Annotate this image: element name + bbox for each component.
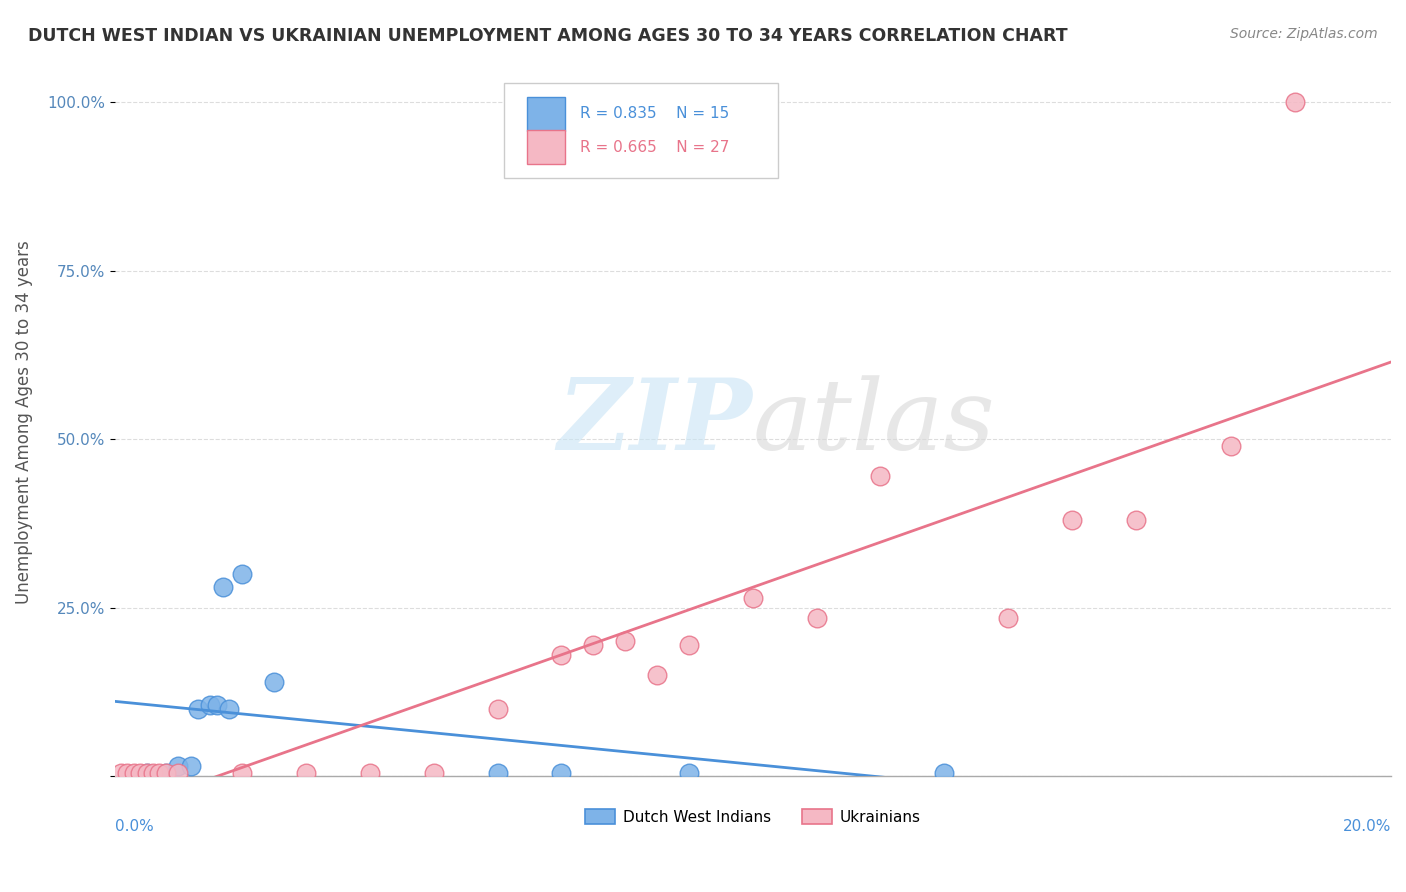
Point xyxy=(550,765,572,780)
Point xyxy=(422,765,444,780)
Point xyxy=(187,702,209,716)
Point xyxy=(167,765,190,780)
Point xyxy=(359,765,381,780)
FancyBboxPatch shape xyxy=(503,83,779,178)
Point xyxy=(205,698,228,713)
Point xyxy=(1284,95,1306,110)
Point xyxy=(1220,439,1243,453)
Point xyxy=(135,765,157,780)
Point xyxy=(218,702,240,716)
Point xyxy=(129,765,152,780)
Point xyxy=(997,611,1019,625)
Point xyxy=(155,765,177,780)
Point xyxy=(142,765,165,780)
Point xyxy=(122,765,145,780)
Point xyxy=(231,566,253,581)
Point xyxy=(869,469,891,483)
Point xyxy=(486,702,509,716)
Point xyxy=(582,638,605,652)
Point xyxy=(741,591,763,605)
Point xyxy=(155,765,177,780)
Point xyxy=(550,648,572,662)
Point xyxy=(212,581,235,595)
Point xyxy=(117,765,139,780)
Text: R = 0.835    N = 15: R = 0.835 N = 15 xyxy=(581,106,730,121)
Legend: Dutch West Indians, Ukrainians: Dutch West Indians, Ukrainians xyxy=(576,801,928,832)
Point xyxy=(645,668,668,682)
FancyBboxPatch shape xyxy=(527,97,565,131)
Y-axis label: Unemployment Among Ages 30 to 34 years: Unemployment Among Ages 30 to 34 years xyxy=(15,241,32,604)
Point xyxy=(486,765,509,780)
Point xyxy=(110,765,132,780)
Point xyxy=(295,765,318,780)
Point xyxy=(200,698,222,713)
Text: R = 0.665    N = 27: R = 0.665 N = 27 xyxy=(581,139,730,154)
Point xyxy=(678,765,700,780)
Text: ZIP: ZIP xyxy=(558,374,752,471)
Point xyxy=(148,765,170,780)
Text: DUTCH WEST INDIAN VS UKRAINIAN UNEMPLOYMENT AMONG AGES 30 TO 34 YEARS CORRELATIO: DUTCH WEST INDIAN VS UKRAINIAN UNEMPLOYM… xyxy=(28,27,1067,45)
Point xyxy=(180,759,202,773)
Point xyxy=(1060,513,1083,527)
Point xyxy=(167,759,190,773)
Point xyxy=(614,634,637,648)
Point xyxy=(806,611,828,625)
Point xyxy=(263,674,285,689)
Point xyxy=(231,765,253,780)
Text: atlas: atlas xyxy=(752,375,995,470)
Point xyxy=(934,765,956,780)
Text: Source: ZipAtlas.com: Source: ZipAtlas.com xyxy=(1230,27,1378,41)
Text: 20.0%: 20.0% xyxy=(1343,819,1391,834)
FancyBboxPatch shape xyxy=(527,130,565,164)
Point xyxy=(678,638,700,652)
Point xyxy=(1125,513,1147,527)
Point xyxy=(135,765,157,780)
Text: 0.0%: 0.0% xyxy=(115,819,153,834)
